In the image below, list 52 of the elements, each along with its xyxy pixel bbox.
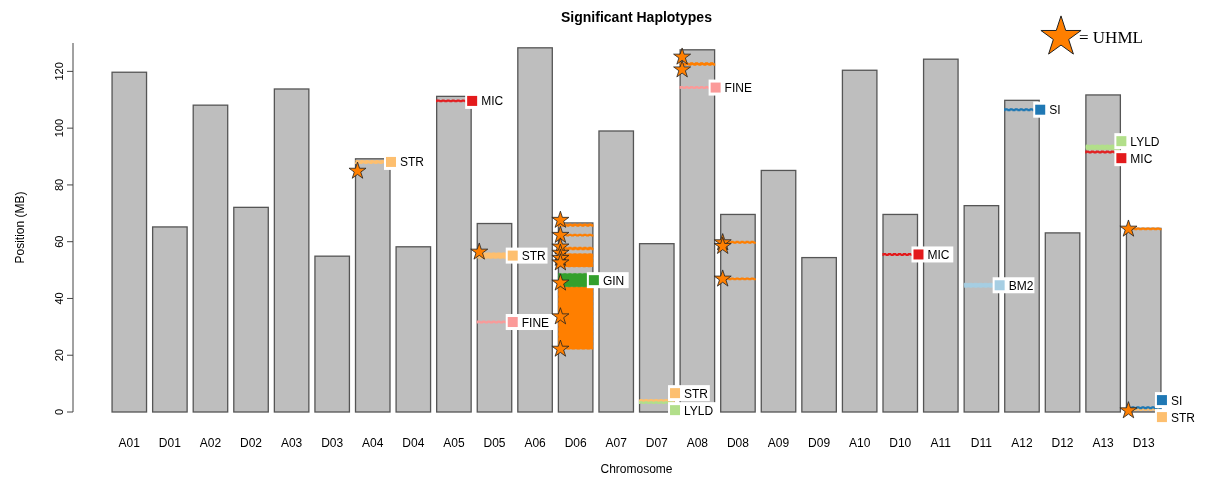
x-tick-label: A02 bbox=[199, 436, 222, 450]
legend-label: LYLD bbox=[684, 403, 714, 418]
x-tick-label: A06 bbox=[524, 436, 547, 450]
legend-label: SI bbox=[1049, 103, 1061, 118]
y-tick-label: 0 bbox=[53, 408, 65, 416]
x-tick-label: A03 bbox=[280, 436, 303, 450]
legend-label: GIN bbox=[602, 273, 625, 288]
y-tick-label: 60 bbox=[53, 235, 65, 248]
x-tick-label: A05 bbox=[443, 436, 465, 450]
x-tick-label: A13 bbox=[1092, 436, 1115, 450]
chart-title: Significant Haplotypes bbox=[561, 9, 713, 25]
y-tick-label: 120 bbox=[53, 62, 65, 81]
text: MIC bbox=[1130, 151, 1153, 166]
text: SI bbox=[1170, 393, 1183, 408]
x-tick-label: A04 bbox=[362, 436, 384, 450]
x-tick-label: D09 bbox=[808, 436, 831, 450]
x-tick-label: D13 bbox=[1132, 436, 1156, 450]
legend-label: = UHML bbox=[1079, 28, 1143, 47]
text: LYLD bbox=[1130, 134, 1160, 149]
x-tick-label: A12 bbox=[1011, 436, 1033, 450]
x-tick-label: A07 bbox=[605, 436, 628, 450]
x-tick-label: D04 bbox=[402, 436, 425, 450]
y-tick-label: 20 bbox=[53, 349, 65, 362]
x-tick-label: D10 bbox=[889, 436, 912, 450]
x-axis-title: Chromosome bbox=[600, 462, 673, 476]
x-tick-label: D07 bbox=[645, 436, 669, 450]
text: FINE bbox=[724, 81, 752, 96]
x-tick-label: A10 bbox=[848, 436, 871, 450]
text: STR bbox=[521, 249, 546, 264]
y-tick-label: 100 bbox=[53, 118, 65, 138]
legend-label: MIC bbox=[481, 94, 504, 109]
x-tick-label: D11 bbox=[970, 436, 993, 450]
legend-label: STR bbox=[400, 155, 425, 170]
text: STR bbox=[1170, 410, 1195, 425]
x-tick-label: A01 bbox=[118, 436, 141, 450]
text: STR bbox=[684, 386, 709, 401]
y-axis-title: Position (MB) bbox=[13, 191, 27, 264]
x-tick-label: D08 bbox=[726, 436, 750, 450]
x-tick-label: A09 bbox=[767, 436, 790, 450]
legend-label: BM2 bbox=[1008, 278, 1034, 293]
y-tick-label: 80 bbox=[53, 178, 65, 192]
x-tick-label: D02 bbox=[240, 436, 263, 450]
x-tick-label: D03 bbox=[321, 436, 344, 450]
x-tick-label: A08 bbox=[686, 436, 709, 450]
x-tick-label: A11 bbox=[930, 436, 952, 450]
x-tick-label: D06 bbox=[564, 436, 587, 450]
y-tick-label: 40 bbox=[53, 292, 65, 305]
x-tick-label: D12 bbox=[1051, 436, 1074, 450]
x-tick-label: D05 bbox=[483, 436, 506, 450]
legend-label: FINE bbox=[521, 315, 550, 330]
x-tick-label: D01 bbox=[158, 436, 182, 450]
text: MIC bbox=[927, 247, 950, 262]
